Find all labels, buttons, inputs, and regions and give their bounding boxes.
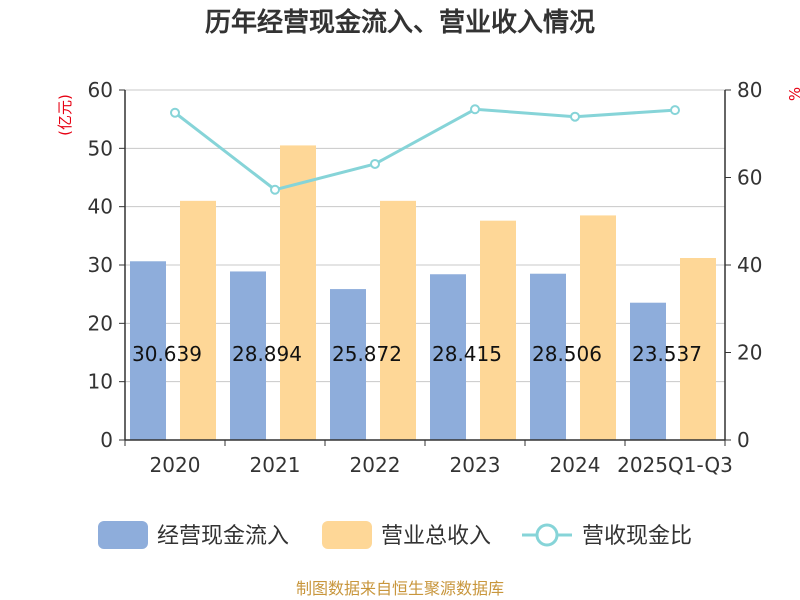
bar-revenue <box>680 258 716 440</box>
left-tick-label: 10 <box>88 370 113 394</box>
ratio-point <box>470 104 480 115</box>
gridlines <box>125 89 725 383</box>
bar-revenue <box>580 215 616 440</box>
right-tick-label: 40 <box>737 253 762 277</box>
ratio-point <box>270 184 280 195</box>
x-tick-label: 2024 <box>550 453 601 477</box>
data-label-cash-inflow: 28.415 <box>432 342 502 366</box>
legend-label-cash-inflow: 经营现金流入 <box>157 524 289 549</box>
right-tick-label: 80 <box>737 78 762 102</box>
data-label-cash-inflow: 28.506 <box>532 342 602 366</box>
bar-revenue <box>180 200 216 440</box>
left-tick-label: 50 <box>88 136 113 160</box>
x-tick-label: 2020 <box>150 453 201 477</box>
bars <box>130 145 716 440</box>
legend: 经营现金流入 营业总收入 营收现金比 <box>98 521 692 549</box>
bar-cash-inflow <box>230 271 266 440</box>
ratio-point <box>370 158 380 169</box>
left-tick-label: 40 <box>88 195 113 219</box>
bar-cash-inflow <box>530 273 566 440</box>
data-label-cash-inflow: 28.894 <box>232 342 302 366</box>
tick-labels: 0 10 20 30 40 50 60 0 20 40 60 80 2020 2021 2022 2023 20… <box>88 78 763 477</box>
right-axis-unit: % <box>786 87 800 101</box>
chart-title: 历年经营现金流入、营业收入情况 <box>205 7 595 38</box>
bar-revenue <box>380 200 416 440</box>
legend-swatch-revenue <box>322 521 372 549</box>
axes <box>119 89 731 446</box>
right-tick-label: 20 <box>737 341 762 365</box>
bar-cash-inflow <box>330 289 366 440</box>
left-tick-label: 0 <box>100 428 113 452</box>
bar-revenue <box>280 145 316 440</box>
legend-label-ratio: 营收现金比 <box>582 524 692 549</box>
ratio-point <box>170 107 180 118</box>
right-tick-label: 0 <box>737 428 750 452</box>
x-tick-label: 2025Q1-Q3 <box>617 453 733 477</box>
left-axis-unit: (亿元) <box>56 94 74 136</box>
left-tick-label: 30 <box>88 253 113 277</box>
data-label-cash-inflow: 23.537 <box>632 342 702 366</box>
x-tick-label: 2022 <box>350 453 401 477</box>
data-labels: 30.639 28.894 25.872 28.415 28.506 23.537 <box>132 342 702 366</box>
ratio-point <box>570 111 580 122</box>
source-note: 制图数据来自恒生聚源数据库 <box>296 579 504 598</box>
ratio-line-path <box>174 107 676 192</box>
left-tick-label: 20 <box>88 311 113 335</box>
right-tick-label: 60 <box>737 166 762 190</box>
legend-swatch-cash-inflow <box>98 521 148 549</box>
left-tick-label: 60 <box>88 78 113 102</box>
data-label-cash-inflow: 25.872 <box>332 342 402 366</box>
bar-cash-inflow <box>130 261 166 440</box>
bar-cash-inflow <box>630 302 666 440</box>
x-tick-label: 2021 <box>250 453 301 477</box>
legend-label-revenue: 营业总收入 <box>381 524 491 549</box>
bar-revenue <box>480 220 516 440</box>
x-tick-label: 2023 <box>450 453 501 477</box>
ratio-point <box>670 105 680 116</box>
legend-swatch-ratio-marker <box>535 523 559 547</box>
data-label-cash-inflow: 30.639 <box>132 342 202 366</box>
bar-cash-inflow <box>430 274 466 440</box>
ratio-line <box>170 104 680 195</box>
